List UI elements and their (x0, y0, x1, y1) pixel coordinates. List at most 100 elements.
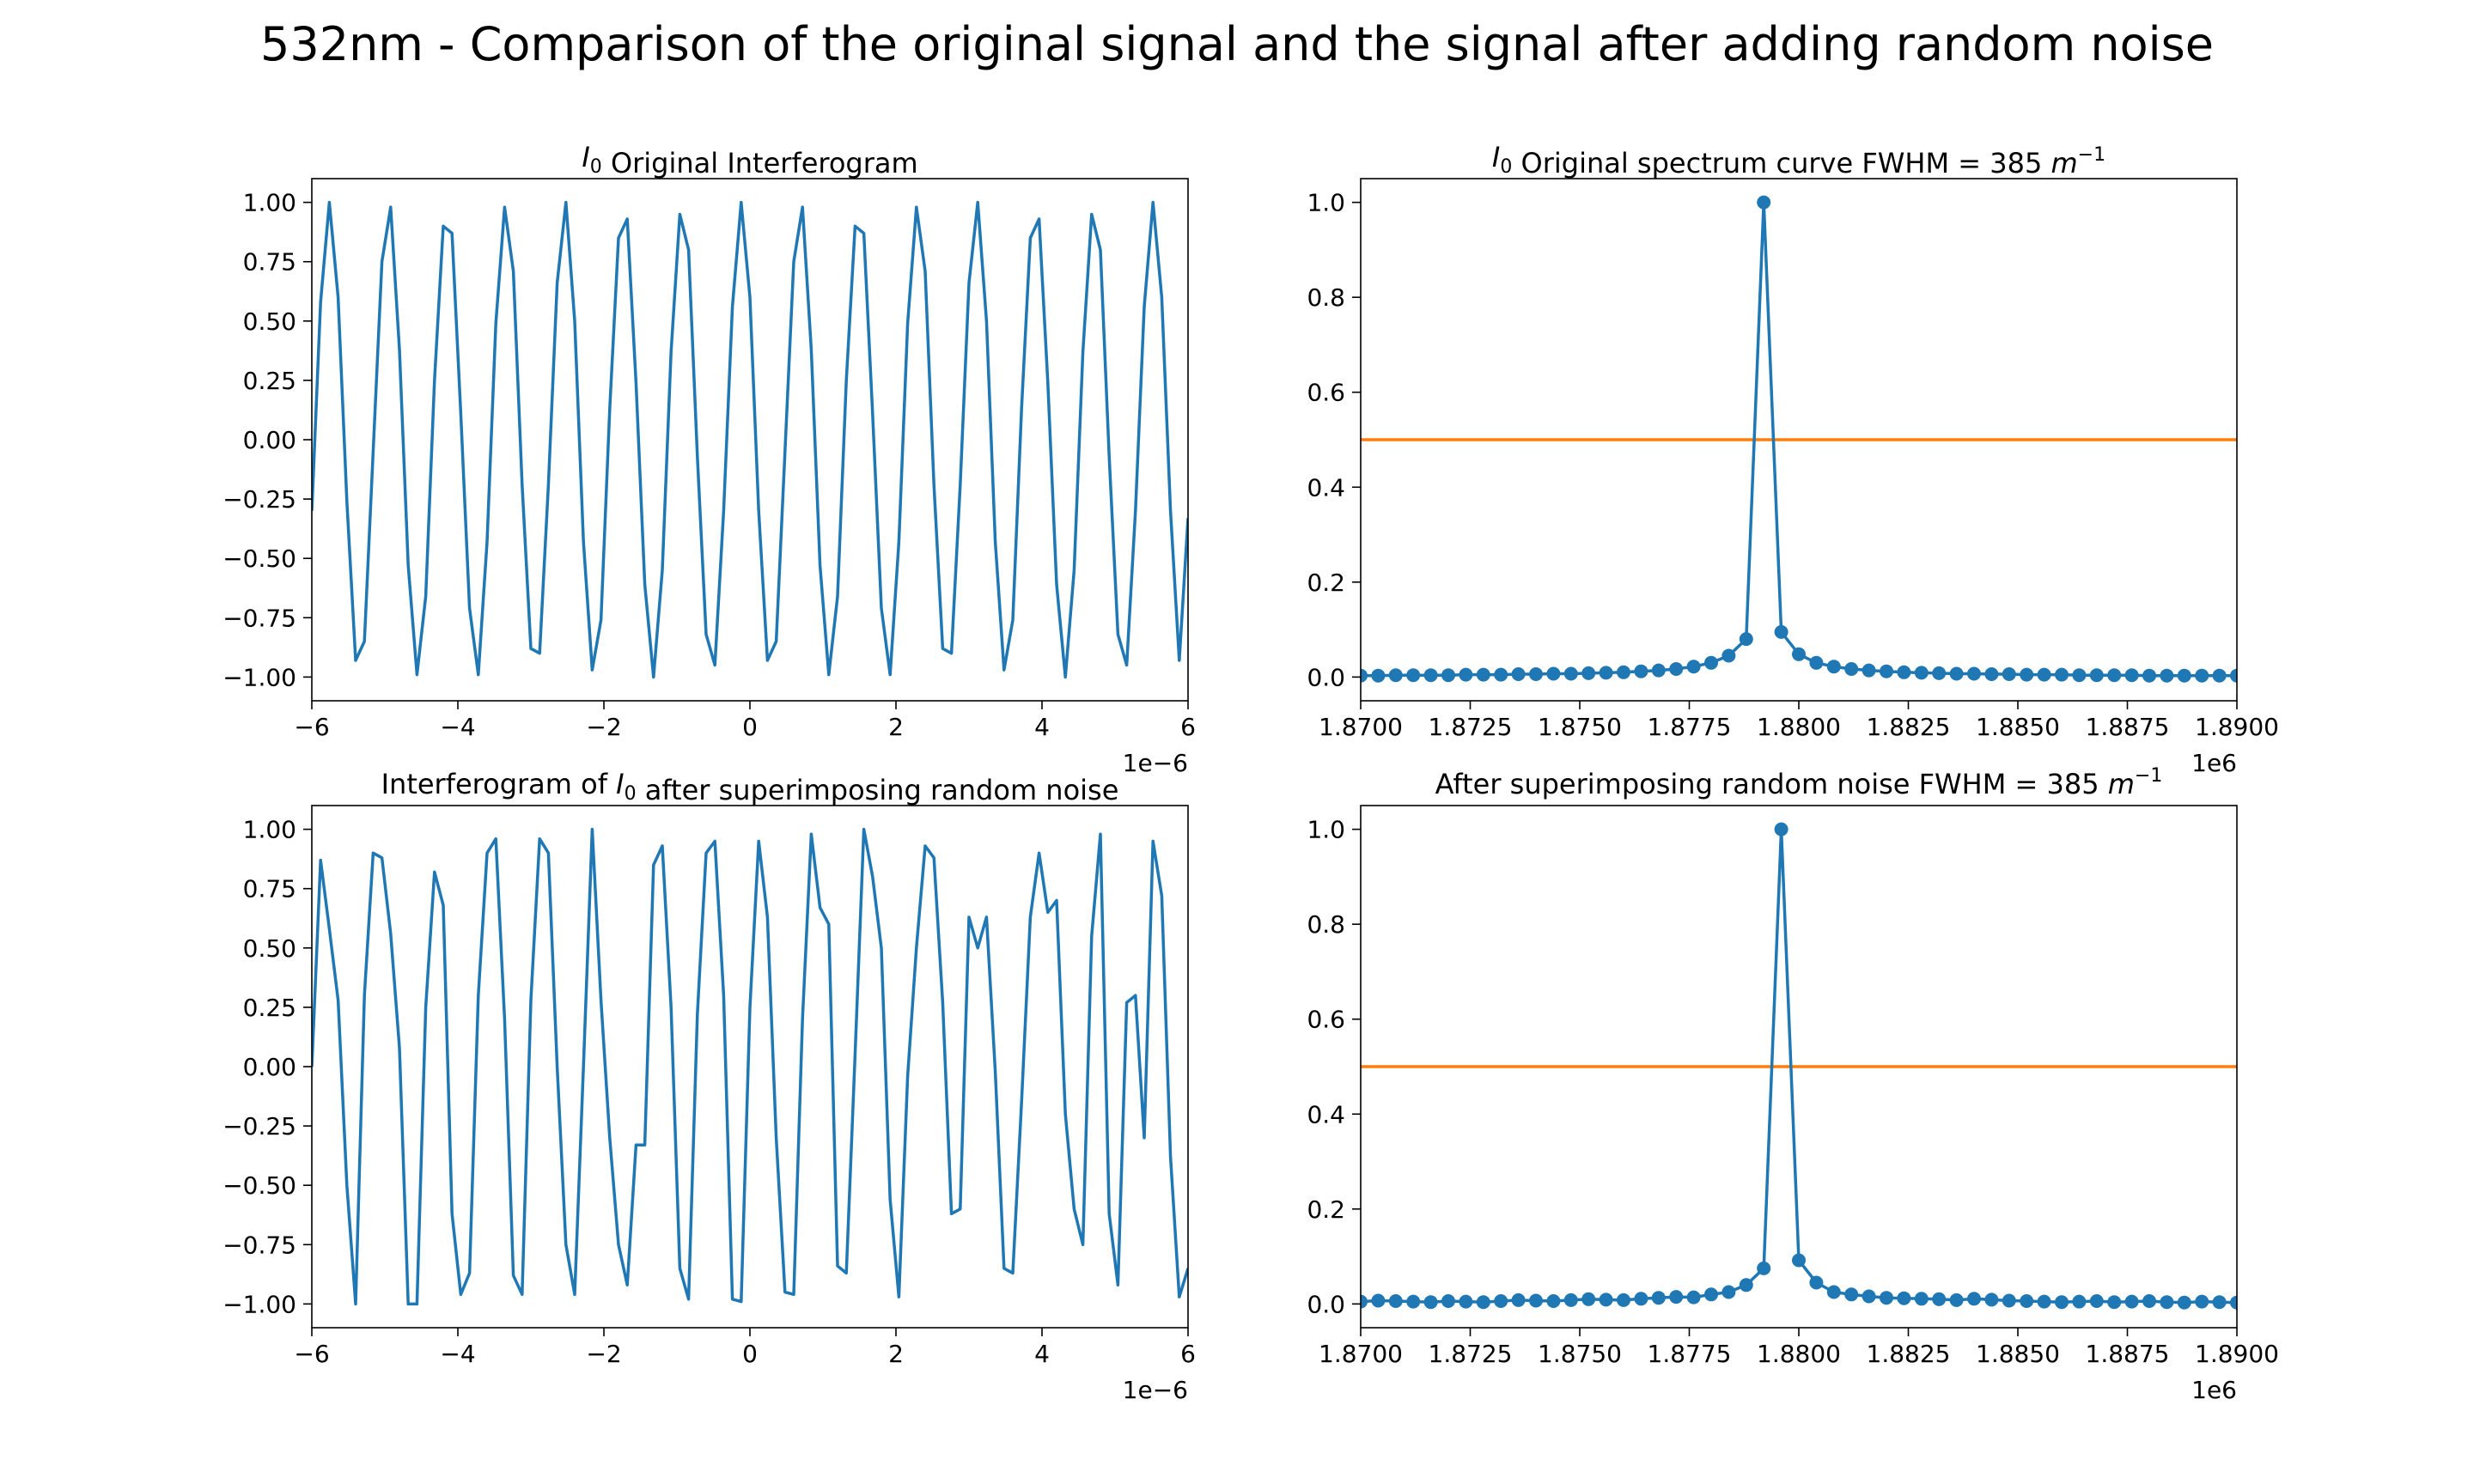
data-point (1862, 663, 1876, 678)
y-tick-label: 0.8 (1307, 283, 1345, 312)
series-line (312, 200, 1188, 679)
data-point (1757, 195, 1771, 210)
data-point (1388, 1294, 1403, 1308)
data-point (1792, 1253, 1806, 1268)
data-point (1459, 1294, 1473, 1309)
data-point (1774, 822, 1788, 836)
data-point (1704, 655, 1718, 670)
y-tick-label: −0.75 (222, 604, 296, 632)
data-point (1617, 1292, 1630, 1307)
x-tick-label: 1.8725 (1429, 713, 1513, 741)
y-tick-label: −1.00 (222, 1290, 296, 1318)
x-tick-label: 1.8825 (1867, 1340, 1951, 1368)
data-point (1880, 664, 1893, 678)
data-point (1967, 1292, 1981, 1306)
y-tick-label: −0.50 (222, 1171, 296, 1200)
data-point (1809, 655, 1824, 670)
data-point (1984, 667, 1999, 681)
data-point (1476, 1295, 1490, 1310)
x-tick-label: 1.8900 (2195, 1340, 2279, 1368)
data-point (1739, 1278, 1753, 1292)
x-tick-label: 1.8800 (1757, 713, 1841, 741)
subplot-title: After superimposing random noise FWHM = … (1435, 765, 2163, 800)
data-point (2072, 1294, 2087, 1309)
y-tick-label: 0.0 (1307, 663, 1345, 691)
data-point (2230, 668, 2237, 683)
y-tick-label: 0.50 (243, 307, 296, 336)
x-tick-label: −2 (586, 1340, 621, 1368)
axes-frame (311, 805, 1189, 1329)
data-point (2177, 668, 2191, 683)
y-tick-label: 0.6 (1307, 379, 1345, 407)
data-point (2107, 1295, 2122, 1310)
data-series (1361, 195, 2237, 683)
x-offset-label: 1e−6 (1123, 1376, 1188, 1404)
subplot-title: I0 Original spectrum curve FWHM = 385 m−… (1492, 141, 2105, 179)
x-tick-label: 6 (1180, 1340, 1196, 1368)
data-point (1826, 1285, 1841, 1299)
data-point (1651, 1291, 1666, 1305)
subplot-3: −6 −4 −2 0 2 4 6 1.00 0.75 0.50 0.25 0.00 −0.25 −0.50… (222, 768, 1196, 1404)
data-point (2037, 1294, 2051, 1309)
data-point (2055, 1295, 2069, 1310)
y-tick-label: 0.25 (243, 367, 296, 395)
data-point (1844, 1287, 1859, 1302)
x-offset-label: 1e6 (2191, 749, 2237, 777)
x-tick-label: −2 (586, 713, 621, 741)
data-point (1897, 665, 1911, 679)
data-point (2142, 1294, 2156, 1308)
y-tick-label: 0.2 (1307, 1195, 1345, 1224)
y-tick-label: 0.00 (243, 426, 296, 454)
data-point (2160, 668, 2174, 683)
data-point (1704, 1287, 1718, 1302)
data-point (2002, 1293, 2016, 1308)
data-point (2195, 668, 2209, 683)
data-point (1844, 662, 1859, 676)
y-tick-label: 0.75 (243, 248, 296, 277)
y-tick-label: 1.00 (243, 189, 296, 217)
x-tick-label: 1.8775 (1648, 1340, 1732, 1368)
x-tick-label: −4 (440, 1340, 475, 1368)
data-point (1494, 1294, 1508, 1308)
x-tick-label: 6 (1180, 713, 1196, 741)
data-point (1441, 668, 1455, 683)
x-tick-label: 2 (888, 1340, 904, 1368)
y-tick-label: 0.8 (1307, 910, 1345, 939)
data-point (1686, 1290, 1701, 1305)
data-point (1423, 1295, 1438, 1310)
data-point (1914, 666, 1929, 680)
x-tick-label: 1.8800 (1757, 1340, 1841, 1368)
y-tick-label: −0.25 (222, 1112, 296, 1140)
data-point (2107, 668, 2122, 683)
figure-suptitle: 532nm - Comparison of the original signa… (260, 17, 2214, 71)
y-tick-label: 1.00 (243, 816, 296, 844)
x-tick-label: 0 (742, 713, 758, 741)
data-point (2124, 668, 2139, 683)
data-point (1563, 1292, 1578, 1307)
y-tick-label: 0.6 (1307, 1006, 1345, 1034)
y-tick-label: 0.0 (1307, 1290, 1345, 1318)
data-point (1546, 1294, 1561, 1308)
data-point (1371, 1293, 1386, 1308)
data-point (1880, 1291, 1893, 1305)
data-point (1361, 1294, 1368, 1309)
y-tick-label: −0.25 (222, 485, 296, 514)
data-point (2195, 1294, 2209, 1309)
data-point (2089, 668, 2104, 683)
data-point (1757, 1261, 1771, 1275)
data-point (1721, 1285, 1736, 1299)
data-point (1617, 665, 1630, 679)
data-point (1388, 668, 1403, 683)
data-point (1826, 660, 1841, 674)
data-point (2160, 1295, 2174, 1310)
data-point (2142, 668, 2156, 683)
data-series (312, 827, 1188, 1306)
x-offset-label: 1e6 (2191, 1376, 2237, 1404)
y-tick-label: −1.00 (222, 663, 296, 691)
subplot-1: −6 −4 −2 0 2 4 6 1.00 0.75 0.50 0.25 0.00 −0.25 −0.50… (222, 141, 1196, 777)
x-tick-label: 4 (1034, 713, 1050, 741)
subplot-title: I0 Original Interferogram (582, 141, 917, 179)
data-point (1897, 1291, 1911, 1305)
y-tick-label: 1.0 (1307, 189, 1345, 217)
